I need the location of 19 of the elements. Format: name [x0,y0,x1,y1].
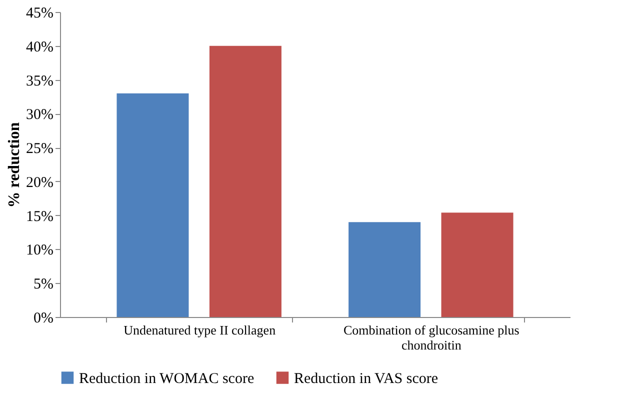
y-tick-label: 25% [26,141,54,158]
legend-label: Reduction in WOMAC score [79,370,254,387]
y-tick-label: 45% [26,6,54,22]
x-tick-label: Undenatured type II collagen [124,322,276,338]
y-tick-label: 5% [34,276,54,293]
x-tick-label: Combination of glucosamine plus chondroitin [343,322,520,352]
bar [348,222,421,317]
bar [441,212,514,317]
y-tick-label: 40% [26,39,54,56]
y-tick-label: 20% [26,174,54,191]
y-tick-label: 15% [26,208,54,225]
y-axis-title: % reduction [6,122,24,208]
y-tick-label: 0% [34,310,54,326]
y-tick-label: 35% [26,73,54,90]
bar [116,93,189,317]
y-tick-label: 10% [26,242,54,259]
legend-label: Reduction in VAS score [294,370,438,387]
bar [209,46,282,317]
y-tick-label: 30% [26,107,54,124]
